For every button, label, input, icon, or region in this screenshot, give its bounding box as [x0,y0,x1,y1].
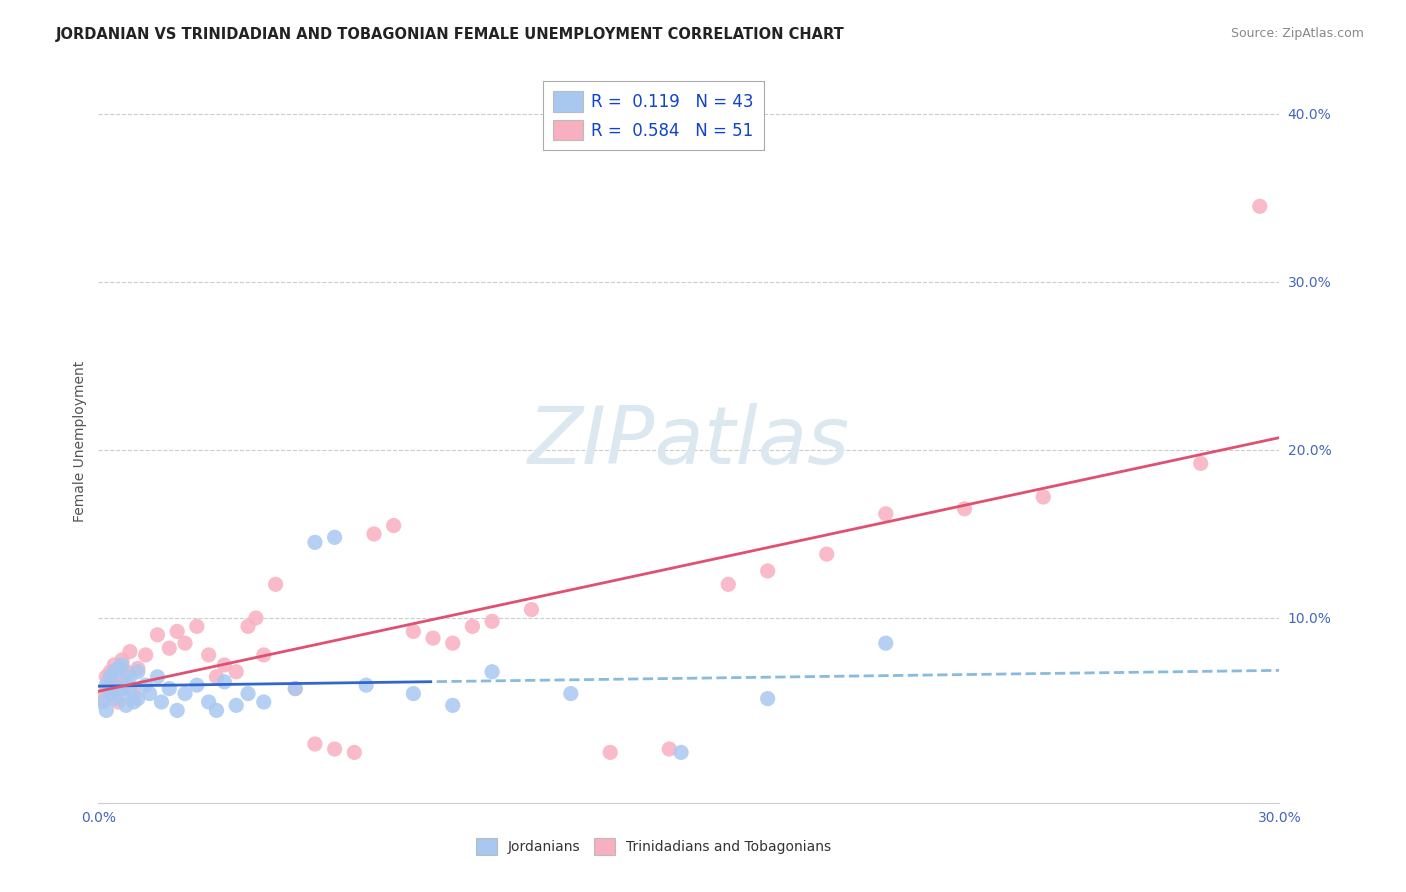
Point [422,631,444,645]
Point [166,624,188,639]
Point [186,678,208,692]
Point [197,648,219,662]
Point [138,687,160,701]
Point [186,619,208,633]
Point [91,691,114,706]
Point [122,687,145,701]
Point [1189,456,1212,470]
Point [669,745,692,759]
Point [560,687,582,701]
Point [107,695,129,709]
Point [717,577,740,591]
Point [107,674,129,689]
Text: JORDANIAN VS TRINIDADIAN AND TOBAGONIAN FEMALE UNEMPLOYMENT CORRELATION CHART: JORDANIAN VS TRINIDADIAN AND TOBAGONIAN … [56,27,845,42]
Point [146,670,169,684]
Point [264,577,287,591]
Point [756,564,779,578]
Point [107,661,129,675]
Point [174,636,197,650]
Point [253,648,276,662]
Point [115,665,138,679]
Point [96,678,118,692]
Point [253,695,276,709]
Point [103,665,125,679]
Point [304,737,326,751]
Point [115,674,138,689]
Point [284,681,307,696]
Y-axis label: Female Unemployment: Female Unemployment [73,361,87,522]
Text: ZIPatlas: ZIPatlas [527,402,851,481]
Point [402,624,425,639]
Point [135,678,157,692]
Point [98,670,121,684]
Text: Source: ZipAtlas.com: Source: ZipAtlas.com [1230,27,1364,40]
Point [953,501,976,516]
Point [118,670,141,684]
Point [107,681,129,696]
Point [122,695,145,709]
Point [103,691,125,706]
Point [98,687,121,701]
Point [103,658,125,673]
Point [599,745,621,759]
Point [441,698,464,713]
Point [658,742,681,756]
Point [118,681,141,696]
Point [118,644,141,658]
Legend: Jordanians, Trinidadians and Tobagonians: Jordanians, Trinidadians and Tobagonians [470,833,837,861]
Point [343,745,366,759]
Point [363,527,385,541]
Point [245,611,267,625]
Point [127,665,149,679]
Point [284,681,307,696]
Point [166,703,188,717]
Point [441,636,464,650]
Point [214,674,236,689]
Point [323,530,346,544]
Point [236,619,259,633]
Point [1032,490,1054,504]
Point [115,698,138,713]
Point [815,547,838,561]
Point [157,641,180,656]
Point [205,670,228,684]
Point [225,698,247,713]
Point [461,619,484,633]
Point [756,691,779,706]
Point [135,648,157,662]
Point [103,678,125,692]
Point [96,681,118,696]
Point [236,687,259,701]
Point [1249,199,1271,213]
Point [382,518,405,533]
Point [96,703,118,717]
Point [111,658,134,673]
Point [174,687,197,701]
Point [481,665,503,679]
Point [197,695,219,709]
Point [96,670,118,684]
Point [875,636,897,650]
Point [98,665,121,679]
Point [111,687,134,701]
Point [127,691,149,706]
Point [402,687,425,701]
Point [481,615,503,629]
Point [98,687,121,701]
Point [111,681,134,696]
Point [875,507,897,521]
Point [91,695,114,709]
Point [520,602,543,616]
Point [127,661,149,675]
Point [304,535,326,549]
Point [354,678,377,692]
Point [146,628,169,642]
Point [214,658,236,673]
Point [225,665,247,679]
Point [111,653,134,667]
Point [157,681,180,696]
Point [323,742,346,756]
Point [150,695,173,709]
Point [205,703,228,717]
